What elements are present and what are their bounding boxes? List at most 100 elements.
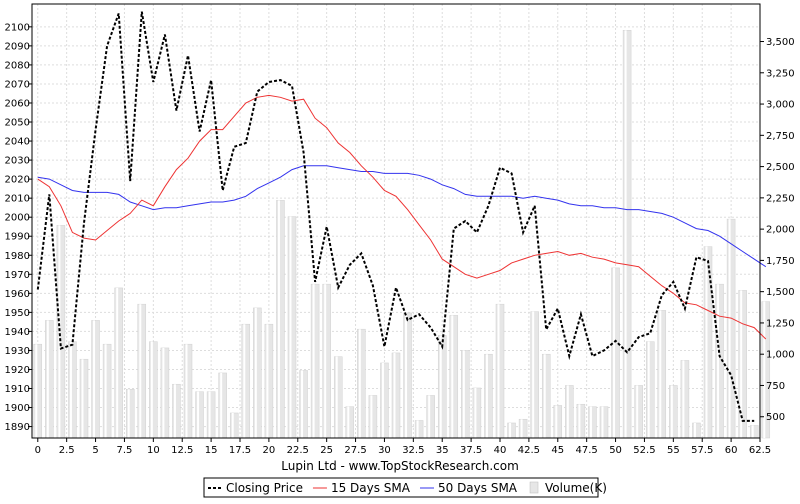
y-right-tick-label: 2,000 xyxy=(766,225,795,236)
volume-bar-highlight xyxy=(740,290,743,438)
volume-bar-highlight xyxy=(636,385,639,438)
volume-bar xyxy=(622,30,632,439)
volume-bar xyxy=(576,403,586,439)
price-lines xyxy=(36,11,767,422)
y-left-tick-label: 1910 xyxy=(5,384,30,395)
volume-bar-highlight xyxy=(277,200,280,438)
volume-bar xyxy=(449,315,459,439)
volume-bar xyxy=(79,358,89,439)
y-left-tick-label: 2010 xyxy=(5,194,30,205)
volume-bar xyxy=(611,267,620,439)
volume-bar-highlight xyxy=(312,284,315,438)
volume-bar-highlight xyxy=(428,395,431,438)
volume-bar-highlight xyxy=(93,320,96,438)
volume-bar-highlight xyxy=(35,344,38,438)
volume-bar xyxy=(149,341,158,439)
y-left-tick-label: 1920 xyxy=(5,365,30,376)
volume-bar xyxy=(91,320,100,439)
x-tick-label: 60 xyxy=(725,445,738,456)
sma-50-line xyxy=(37,165,767,268)
x-tick-label: 32.5 xyxy=(402,445,424,456)
volume-bar-highlight xyxy=(543,354,546,438)
volume-bar-highlight xyxy=(416,420,419,438)
volume-bar xyxy=(565,385,574,439)
y-right-tick-label: 2,250 xyxy=(766,193,795,204)
x-tick-label: 25 xyxy=(320,445,333,456)
volume-bar-highlight xyxy=(670,385,673,438)
volume-bar xyxy=(114,287,123,439)
volume-bar xyxy=(368,395,378,439)
volume-bar xyxy=(56,225,66,439)
y-left-tick-label: 1940 xyxy=(5,327,30,338)
x-axis-title: Lupin Ltd - www.TopStockResearch.com xyxy=(281,459,519,473)
volume-bar-highlight xyxy=(370,395,373,438)
x-tick-label: 5 xyxy=(92,445,98,456)
volume-bar xyxy=(195,391,204,439)
x-tick-label: 37.5 xyxy=(460,445,482,456)
plot-border xyxy=(31,3,761,439)
x-tick-label: 30 xyxy=(378,445,391,456)
x-tick-label: 40 xyxy=(494,445,507,456)
x-tick-label: 50 xyxy=(609,445,622,456)
volume-bar-highlight xyxy=(624,30,627,438)
x-tick-label: 47.5 xyxy=(576,445,598,456)
x-tick-label: 20 xyxy=(263,445,276,456)
volume-bar xyxy=(726,218,736,439)
volume-bar-highlight xyxy=(347,406,350,438)
volume-bar xyxy=(553,405,563,439)
volume-bar-highlight xyxy=(173,384,176,438)
y-left-tick-label: 1990 xyxy=(5,232,30,243)
volume-bar-highlight xyxy=(69,341,72,438)
left-y-axis-ticks: 1890 1900 1910 1920 1930 1940 1950 1960 1970 1980… xyxy=(5,22,32,433)
volume-bar-highlight xyxy=(335,356,338,438)
volume-bar-highlight xyxy=(647,341,650,438)
volume-bar-highlight xyxy=(520,419,523,438)
volume-bar-highlight xyxy=(116,287,119,438)
volume-bar-highlight xyxy=(705,246,708,438)
volume-bar xyxy=(253,307,262,439)
volume-bar xyxy=(160,347,170,439)
volume-bar-highlight xyxy=(717,284,720,438)
y-left-tick-label: 2020 xyxy=(5,175,30,186)
y-left-tick-label: 1930 xyxy=(5,346,30,357)
volume-bar-highlight xyxy=(462,350,465,438)
volume-bar xyxy=(299,370,308,439)
y-right-tick-label: 750 xyxy=(766,381,785,392)
x-tick-label: 57.5 xyxy=(691,445,713,456)
x-tick-label: 0 xyxy=(35,445,41,456)
volume-bar xyxy=(749,425,759,439)
x-tick-label: 45 xyxy=(551,445,564,456)
volume-bar xyxy=(437,335,447,439)
volume-bar-highlight xyxy=(81,359,84,438)
volume-bar xyxy=(380,362,389,439)
volume-bar-highlight xyxy=(485,354,488,438)
y-right-tick-label: 1,500 xyxy=(766,287,795,298)
volume-bar xyxy=(484,353,493,439)
volume-bar-highlight xyxy=(301,370,304,438)
volume-bar-highlight xyxy=(497,304,500,438)
y-right-tick-label: 1,750 xyxy=(766,256,795,267)
x-tick-label: 35 xyxy=(436,445,449,456)
volume-bar-highlight xyxy=(763,301,766,438)
volume-bar-highlight xyxy=(555,405,558,438)
volume-bar xyxy=(276,200,285,439)
volume-bar xyxy=(45,320,54,439)
volume-bar-highlight xyxy=(266,324,269,438)
volume-bar-highlight xyxy=(439,335,442,438)
volume-bar xyxy=(241,323,251,439)
legend-label: Volume(K) xyxy=(545,481,607,495)
volume-bar-highlight xyxy=(682,360,685,438)
x-tick-label: 42.5 xyxy=(518,445,540,456)
volume-bar xyxy=(229,412,239,439)
y-right-tick-label: 3,250 xyxy=(766,68,795,79)
volume-bar xyxy=(333,356,343,439)
legend-label: 50 Days SMA xyxy=(438,481,518,495)
x-tick-label: 17.5 xyxy=(229,445,251,456)
volume-bar xyxy=(426,395,435,439)
y-right-tick-label: 1,000 xyxy=(766,350,795,361)
volume-bar-highlight xyxy=(751,425,754,438)
volume-bar-highlight xyxy=(197,391,200,438)
y-left-tick-label: 2050 xyxy=(5,118,30,129)
y-left-tick-label: 1960 xyxy=(5,289,30,300)
volume-bar-highlight xyxy=(185,344,188,438)
